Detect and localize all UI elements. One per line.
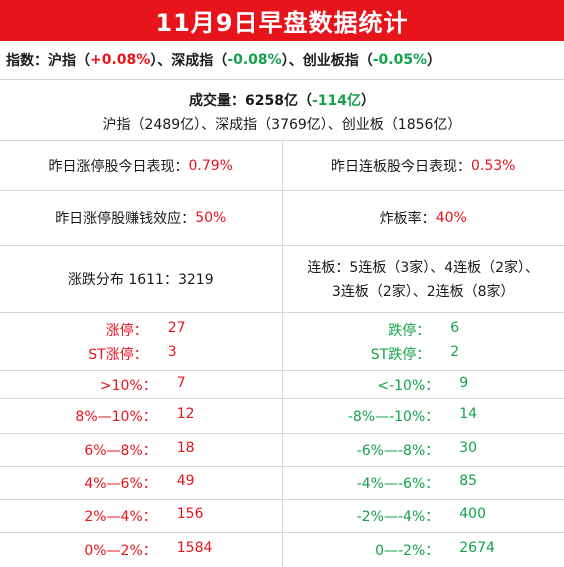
range-up-cell: 6%—8%： 18 xyxy=(0,434,283,466)
range-row-2: 8%—10%： 12 -8%—-10%： 14 xyxy=(0,399,564,434)
index-mid2: ）、创业板指（ xyxy=(281,53,373,69)
range-row-3: 6%—8%： 18 -6%—-8%： 30 xyxy=(0,434,564,467)
range-down-label: -6%—-8%： xyxy=(356,443,440,459)
limit-down-value: 6 xyxy=(450,319,460,336)
range-up-value: 7 xyxy=(176,374,186,391)
range-up-cell: >10%： 7 xyxy=(0,371,283,398)
range-up-label: 2%—4%： xyxy=(84,509,157,525)
sh-index-change: +0.08% xyxy=(90,52,151,68)
range-up-value: 49 xyxy=(176,473,195,489)
index-mid1: ）、深成指（ xyxy=(150,53,228,69)
yest-consec-cell: 昨日连板股今日表现： 0.53% xyxy=(283,141,564,190)
index-prefix: 指数：沪指（ xyxy=(6,53,90,69)
range-up-cell: 2%—4%： 156 xyxy=(0,500,283,532)
stats-row-profit: 昨日涨停股赚钱效应： 50% 炸板率： 40% xyxy=(0,191,564,246)
range-down-value: 85 xyxy=(459,473,478,489)
range-up-label: 6%—8%： xyxy=(84,443,157,459)
range-up-cell: 0%—2%： 1584 xyxy=(0,533,283,567)
range-row-5: 2%—4%： 156 -2%—-4%： 400 xyxy=(0,500,564,533)
range-down-value: 9 xyxy=(459,374,469,391)
cy-index-change: -0.05% xyxy=(372,52,428,68)
range-down-value: 30 xyxy=(459,440,478,456)
range-down-value: 2674 xyxy=(459,540,495,556)
limit-down-cell: 跌停： 6 ST跌停： 2 xyxy=(283,313,564,370)
range-down-cell: -6%—-8%： 30 xyxy=(283,434,564,466)
st-limit-down-value: 2 xyxy=(450,343,460,360)
range-down-label: -2%—-4%： xyxy=(356,509,440,525)
st-limit-up-label: ST涨停： xyxy=(88,346,148,363)
yest-limit-up-label: 昨日涨停股今日表现： xyxy=(48,158,189,175)
range-up-label: 0%—2%： xyxy=(84,543,157,559)
page-title: 11月9日早盘数据统计 xyxy=(0,0,564,41)
limit-down-label: 跌停： xyxy=(388,322,431,339)
range-down-cell: <-10%： 9 xyxy=(283,371,564,398)
range-row-1: >10%： 7 <-10%： 9 xyxy=(0,371,564,399)
yest-consec-label: 昨日连板股今日表现： xyxy=(331,158,471,175)
range-down-label: 0—-2%： xyxy=(375,543,440,559)
index-summary: 指数：沪指（ +0.08% ）、深成指（ -0.08% ）、创业板指（ -0.0… xyxy=(0,41,564,80)
range-up-cell: 8%—10%： 12 xyxy=(0,399,283,433)
range-down-cell: -2%—-4%： 400 xyxy=(283,500,564,532)
yest-consec-value: 0.53% xyxy=(471,157,516,174)
stats-row-distribution: 涨跌分布 1611：3219 连板：5连板（3家）、4连板（2家）、 3连板（2… xyxy=(0,246,564,313)
range-down-value: 400 xyxy=(459,506,486,522)
consec-cell: 连板：5连板（3家）、4连板（2家）、 3连板（2家）、2连板（8家） xyxy=(283,246,564,312)
st-limit-up-value: 3 xyxy=(167,343,177,360)
limit-up-label: 涨停： xyxy=(105,322,148,339)
profit-label: 昨日涨停股赚钱效应： xyxy=(55,211,196,227)
break-cell: 炸板率： 40% xyxy=(283,191,564,245)
dist-text: 涨跌分布 1611：3219 xyxy=(67,272,214,288)
range-up-label: 4%—6%： xyxy=(84,476,157,492)
profit-value: 50% xyxy=(195,210,227,226)
volume-suffix: ） xyxy=(361,93,375,109)
range-down-value: 14 xyxy=(459,406,478,422)
range-down-label: <-10%： xyxy=(377,377,440,394)
range-down-label: -4%—-6%： xyxy=(356,476,440,492)
limit-up-value: 27 xyxy=(167,319,186,336)
sz-index-change: -0.08% xyxy=(227,52,282,68)
dist-cell: 涨跌分布 1611：3219 xyxy=(0,246,283,312)
range-down-cell: -8%—-10%： 14 xyxy=(283,399,564,433)
break-value: 40% xyxy=(435,210,467,226)
st-limit-down-label: ST跌停： xyxy=(370,346,431,363)
range-row-6: 0%—2%： 1584 0—-2%： 2674 xyxy=(0,533,564,567)
range-up-value: 156 xyxy=(176,506,204,522)
limit-up-cell: 涨停： 27 ST涨停： 3 xyxy=(0,313,283,370)
range-up-label: >10%： xyxy=(99,377,157,394)
range-row-4: 4%—6%： 49 -4%—-6%： 85 xyxy=(0,467,564,500)
range-up-label: 8%—10%： xyxy=(75,409,157,425)
index-suffix: ） xyxy=(427,53,442,69)
range-up-value: 18 xyxy=(176,440,195,456)
range-up-value: 12 xyxy=(176,406,195,422)
range-up-value: 1584 xyxy=(176,540,213,556)
range-up-cell: 4%—6%： 49 xyxy=(0,467,283,499)
volume-detail: 沪指（2489亿）、深成指（3769亿）、创业板（1856亿） xyxy=(102,117,462,133)
volume-label: 成交量：6258亿（ xyxy=(188,93,312,109)
range-down-label: -8%—-10%： xyxy=(347,409,440,425)
stats-row-performance: 昨日涨停股今日表现： 0.79% 昨日连板股今日表现： 0.53% xyxy=(0,141,564,191)
stats-row-limit: 涨停： 27 ST涨停： 3 跌停： 6 ST跌停： 2 xyxy=(0,313,564,371)
volume-change: -114亿 xyxy=(311,93,361,109)
yest-limit-up-cell: 昨日涨停股今日表现： 0.79% xyxy=(0,141,283,190)
consec-line1: 连板：5连板（3家）、4连板（2家）、 xyxy=(307,260,540,276)
range-down-cell: -4%—-6%： 85 xyxy=(283,467,564,499)
profit-cell: 昨日涨停股赚钱效应： 50% xyxy=(0,191,283,245)
yest-limit-up-value: 0.79% xyxy=(188,157,233,174)
volume-summary: 成交量：6258亿（-114亿） 沪指（2489亿）、深成指（3769亿）、创业… xyxy=(0,80,564,141)
range-down-cell: 0—-2%： 2674 xyxy=(283,533,564,567)
consec-line2: 3连板（2家）、2连板（8家） xyxy=(331,284,515,300)
break-label: 炸板率： xyxy=(379,211,436,227)
